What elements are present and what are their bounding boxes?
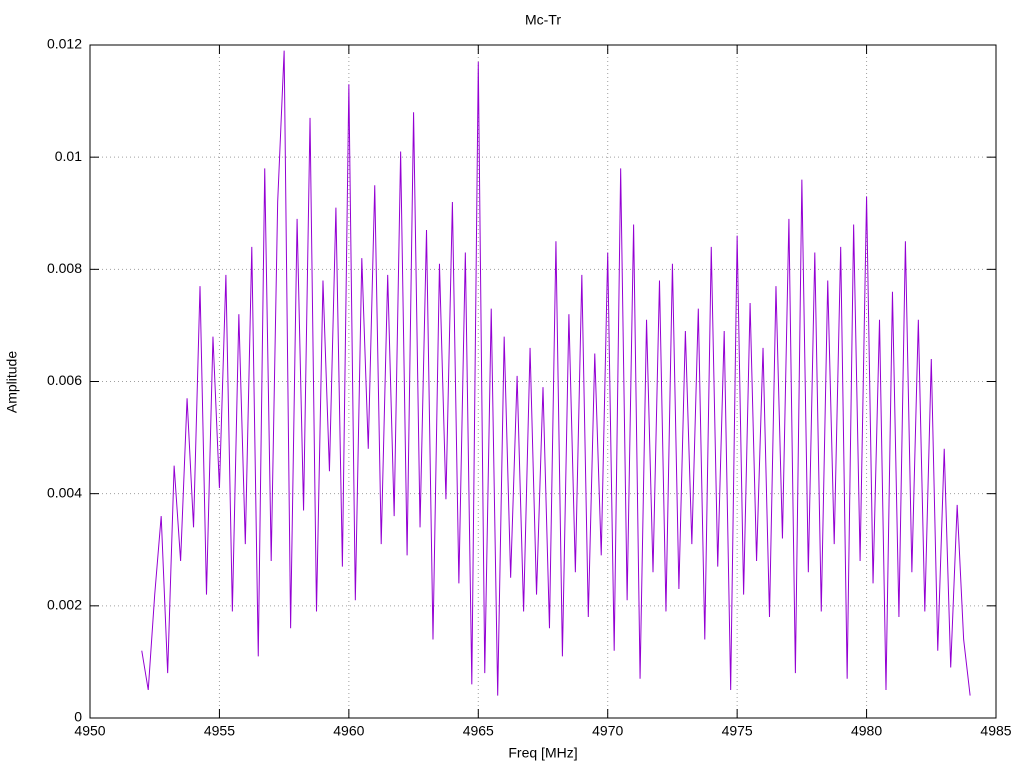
x-tick-label: 4975 <box>722 723 753 739</box>
x-tick-label: 4980 <box>851 723 882 739</box>
x-tick-label: 4970 <box>592 723 623 739</box>
x-tick-label: 4950 <box>74 723 105 739</box>
x-tick-label: 4985 <box>980 723 1011 739</box>
y-tick-label: 0 <box>74 709 82 725</box>
y-tick-label: 0.012 <box>47 36 82 52</box>
x-tick-label: 4955 <box>204 723 235 739</box>
x-tick-label: 4965 <box>463 723 494 739</box>
y-axis-label: Amplitude <box>4 351 20 413</box>
y-tick-label: 0.002 <box>47 597 82 613</box>
data-line <box>141 50 971 696</box>
plot-border <box>89 44 997 719</box>
x-tick-label: 4960 <box>333 723 364 739</box>
y-tick-label: 0.01 <box>55 148 82 164</box>
chart-title: Mc-Tr <box>525 12 561 28</box>
y-tick-label: 0.008 <box>47 260 82 276</box>
y-tick-label: 0.006 <box>47 372 82 388</box>
y-tick-label: 0.004 <box>47 484 82 500</box>
x-axis-label: Freq [MHz] <box>508 745 577 761</box>
